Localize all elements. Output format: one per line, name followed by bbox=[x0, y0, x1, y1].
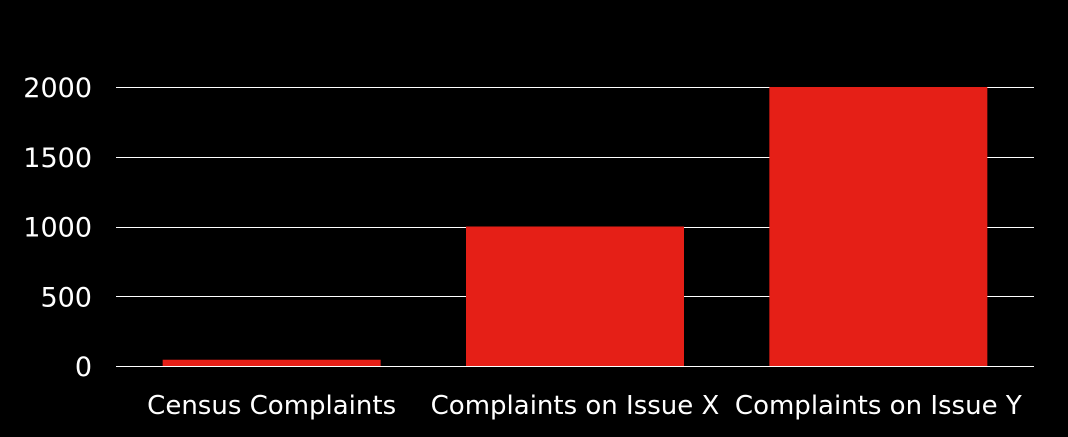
bar-complaints-on-issue-y bbox=[769, 87, 988, 366]
y-tick-label: 2000 bbox=[23, 73, 92, 104]
y-tick-label: 1000 bbox=[23, 213, 92, 244]
x-category-label: Census Complaints bbox=[147, 391, 396, 421]
x-category-label: Complaints on Issue Y bbox=[735, 391, 1022, 421]
y-tick-label: 0 bbox=[75, 352, 92, 383]
bars bbox=[162, 87, 988, 366]
bar-census-complaints bbox=[162, 359, 381, 366]
bar-complaints-on-issue-x bbox=[466, 226, 684, 366]
x-category-label: Complaints on Issue X bbox=[431, 391, 720, 421]
y-tick-label: 1500 bbox=[23, 143, 92, 174]
y-tick-label: 500 bbox=[40, 282, 92, 313]
y-axis-tick-labels: 0 500 1000 1500 2000 bbox=[23, 73, 92, 383]
x-axis-category-labels: Census Complaints Complaints on Issue X Co… bbox=[147, 391, 1022, 421]
